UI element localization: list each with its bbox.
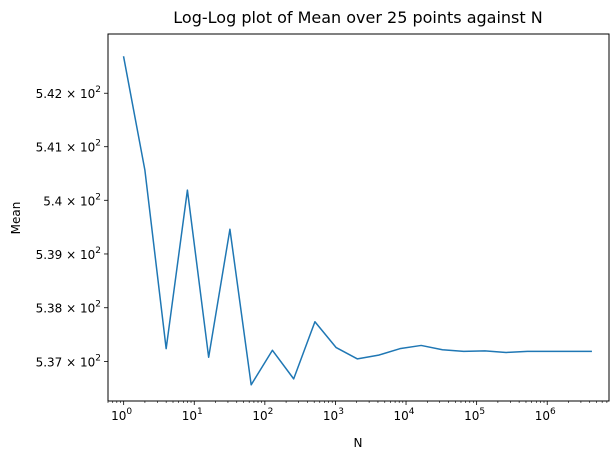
plot-area <box>122 56 592 386</box>
x-tick-label: 104 <box>394 407 415 423</box>
y-tick-label: 5.39 × 102 <box>36 246 101 262</box>
y-tick-label: 5.41 × 102 <box>36 139 101 155</box>
y-tick-label: 5.42 × 102 <box>36 85 101 101</box>
y-axis: 5.37 × 102 5.38 × 102 5.39 × 102 5.4 × 102 5… <box>36 85 108 370</box>
x-tick-label: 100 <box>111 407 132 423</box>
x-tick-label: 102 <box>252 407 273 423</box>
x-axis: 100 101 102 103 104 105 106 <box>107 401 608 423</box>
y-axis-label: Mean <box>9 202 23 235</box>
y-tick-label: 5.4 × 102 <box>43 192 101 208</box>
series-line <box>122 56 592 386</box>
plot-frame <box>107 33 610 402</box>
x-axis-label: N <box>354 436 363 450</box>
y-tick-label: 5.38 × 102 <box>36 300 101 316</box>
x-tick-label: 106 <box>535 407 556 423</box>
x-tick-label: 105 <box>464 407 485 423</box>
y-tick-label: 5.37 × 102 <box>36 354 101 370</box>
x-tick-label: 101 <box>182 407 203 423</box>
x-tick-label: 103 <box>323 407 344 423</box>
chart-title: Log-Log plot of Mean over 25 points agai… <box>173 8 542 27</box>
